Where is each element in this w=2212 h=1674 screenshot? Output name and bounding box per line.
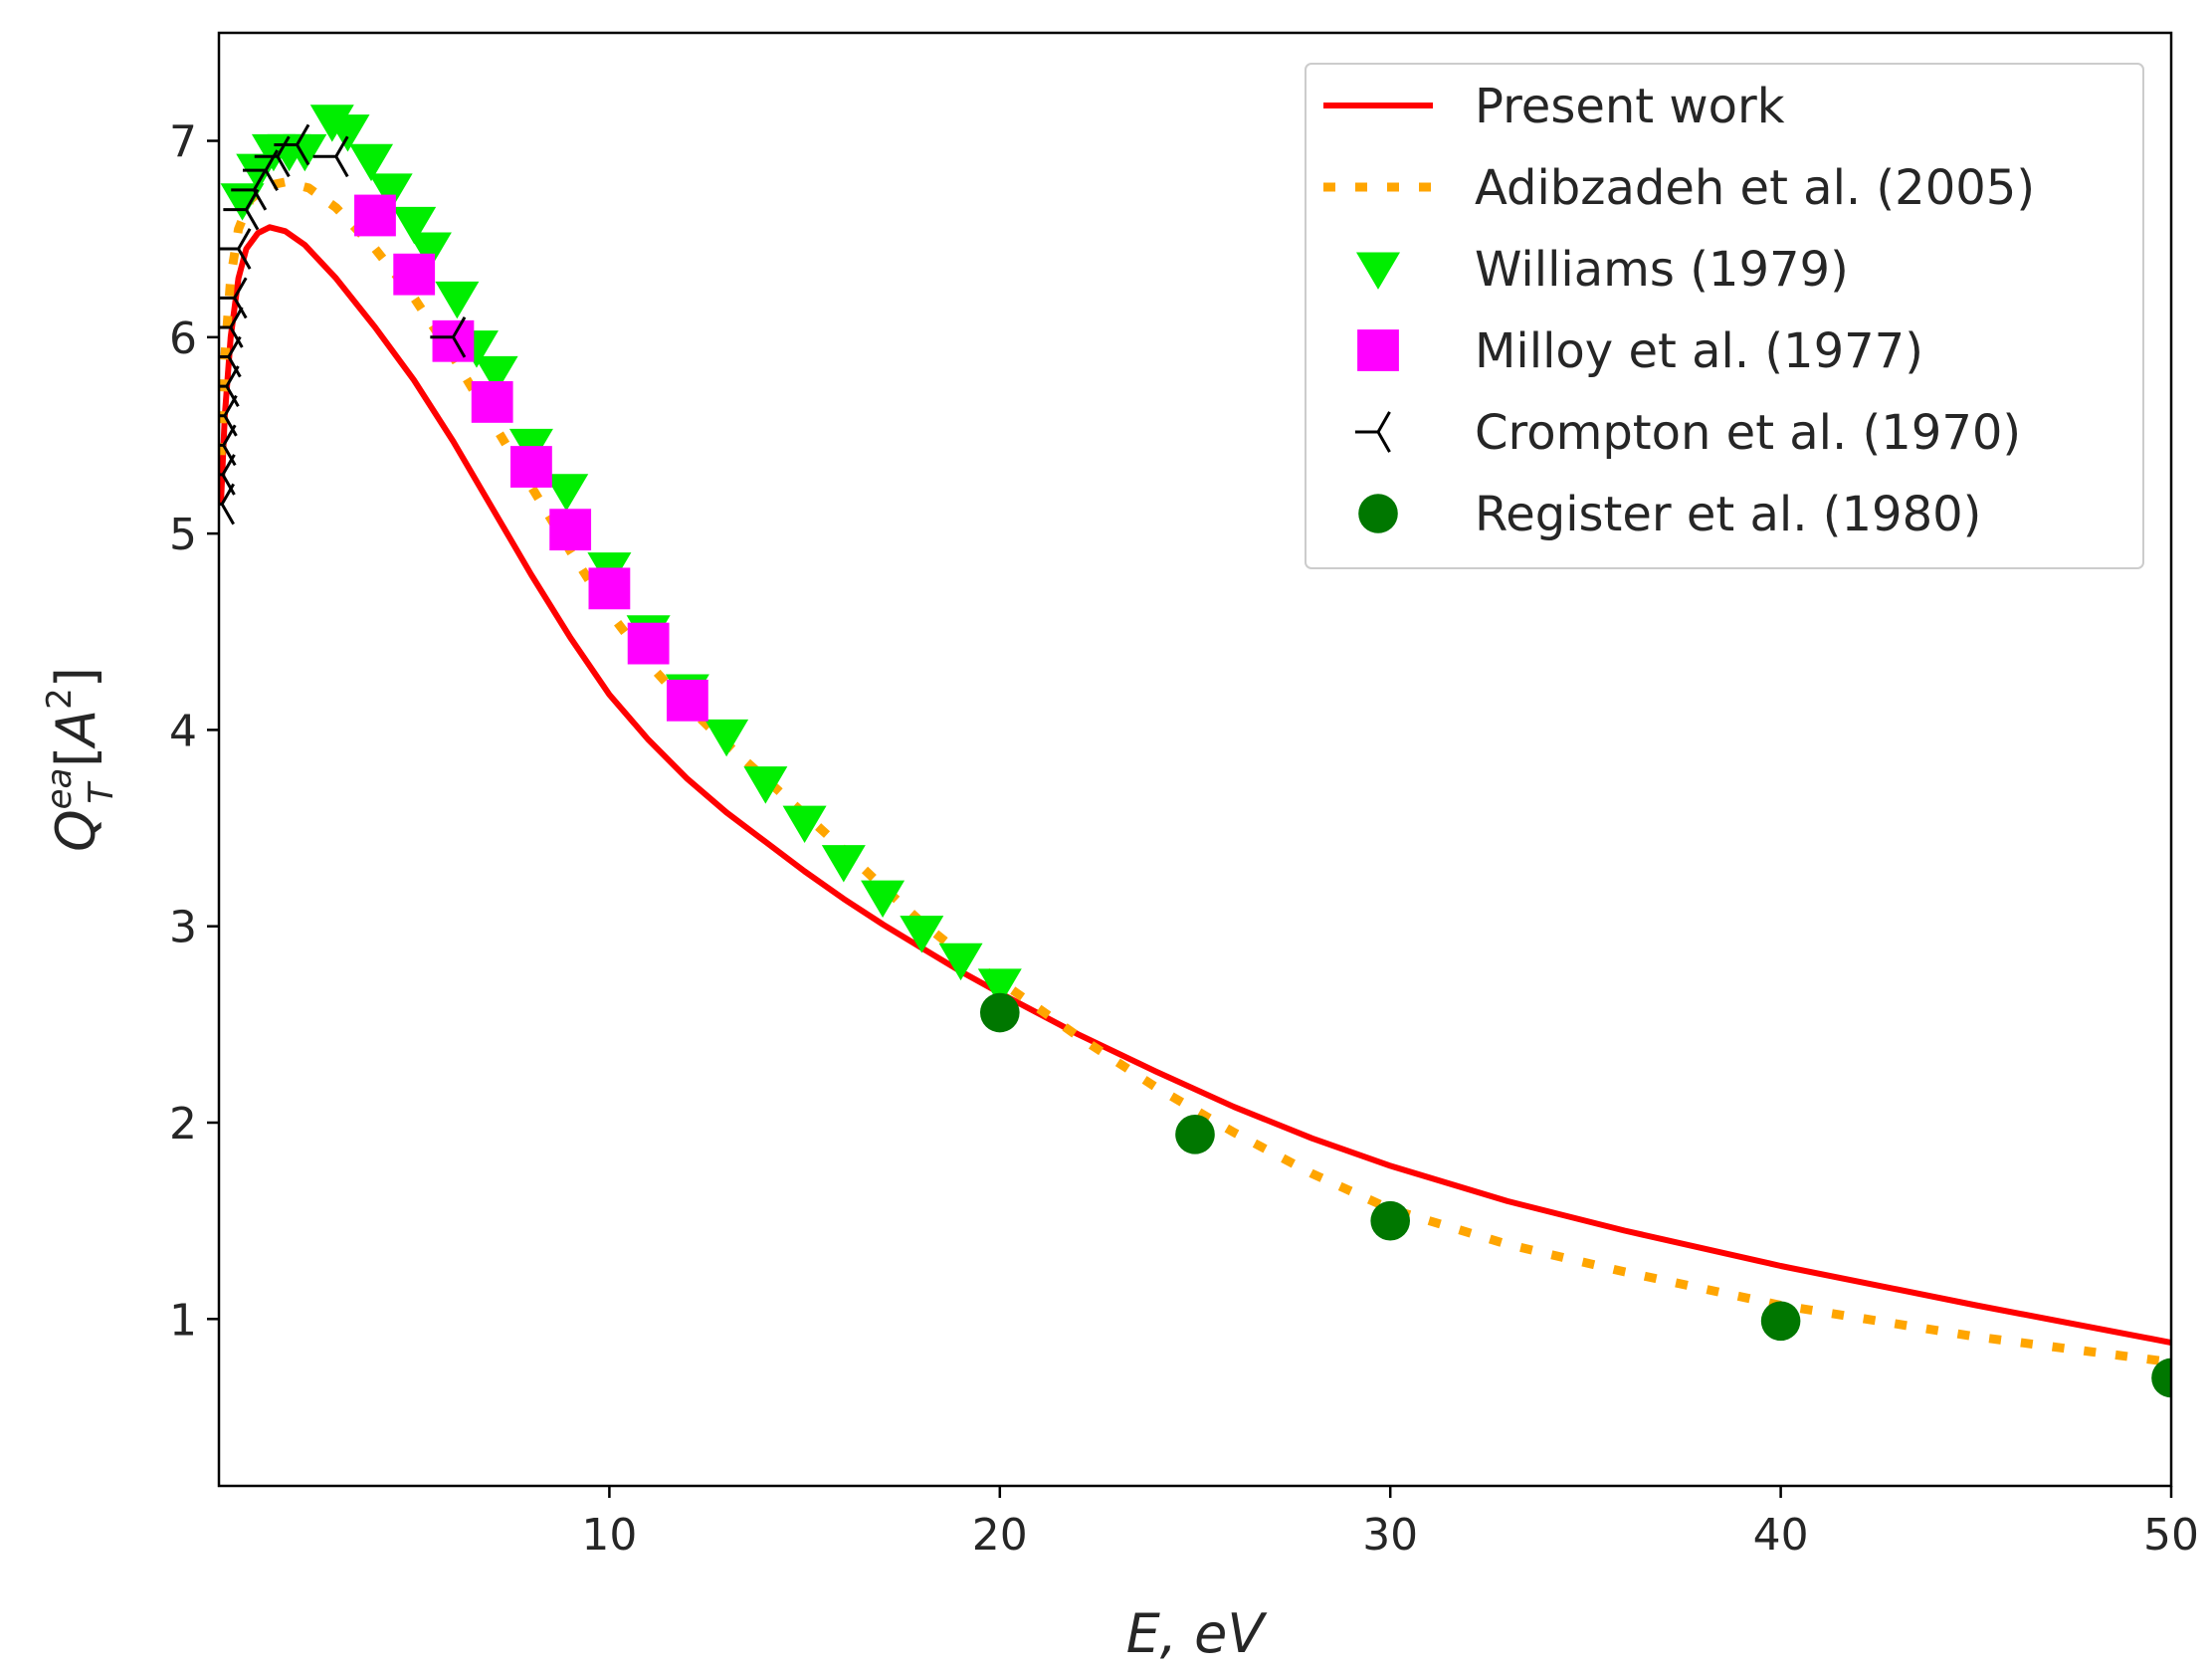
y-label-unit-power: 2 (40, 688, 80, 710)
legend-label: Present work (1475, 79, 1785, 134)
legend-swatch (1356, 252, 1400, 290)
x-axis-label: E, eV (1126, 1602, 1269, 1665)
x-tick-label: 10 (581, 1510, 637, 1561)
x-tick-label: 20 (972, 1510, 1028, 1561)
data-point-milloy-et-al-1977-0 (354, 194, 396, 237)
series-layer (219, 105, 2171, 1398)
data-point-williams-1979-6 (325, 114, 370, 152)
x-axis-ticks: 10 20 30 40 50 (581, 1486, 2199, 1561)
data-point-milloy-et-al-1977-4 (510, 446, 552, 488)
data-point-milloy-et-al-1977-8 (666, 679, 708, 722)
y-label-bracket-open: [ (45, 746, 107, 767)
legend-item-crompton-et-al-1970: Crompton et al. (1970) (1354, 405, 2021, 461)
legend-swatch (1358, 494, 1398, 533)
data-point-williams-1979-21 (782, 805, 827, 844)
data-point-milloy-et-al-1977-5 (549, 509, 592, 551)
series-crompton-et-al-1970 (219, 123, 467, 525)
y-label-unit: A (45, 710, 107, 749)
data-point-milloy-et-al-1977-2 (432, 319, 475, 362)
data-point-register-et-al-1980-0 (980, 992, 1020, 1033)
data-point-williams-1979-11 (435, 281, 480, 319)
data-point-crompton-et-al-1970-10 (231, 168, 268, 211)
y-label-subscript: T (82, 781, 121, 804)
y-tick-label: 3 (169, 903, 197, 953)
series-milloy-et-al-1977 (354, 194, 708, 722)
y-label-superscript: ea (40, 768, 80, 810)
data-point-milloy-et-al-1977-6 (588, 567, 631, 610)
data-point-williams-1979-26 (977, 968, 1022, 1006)
y-tick-label: 7 (169, 117, 197, 168)
legend-label: Milloy et al. (1977) (1475, 323, 1923, 379)
data-point-milloy-et-al-1977-3 (471, 381, 513, 423)
data-point-williams-1979-25 (938, 942, 983, 981)
y-tick-label: 6 (169, 314, 197, 364)
y-label-bracket-close: ] (45, 667, 107, 688)
data-point-register-et-al-1980-4 (2151, 1358, 2171, 1398)
x-tick-label: 40 (1753, 1510, 1809, 1561)
legend-item-register-et-al-1980: Register et al. (1980) (1358, 487, 1981, 542)
data-point-williams-1979-23 (861, 880, 905, 919)
data-point-register-et-al-1980-1 (1175, 1115, 1215, 1154)
y-tick-label: 1 (169, 1295, 197, 1346)
legend-label: Register et al. (1980) (1475, 487, 1981, 542)
data-point-williams-1979-0 (220, 183, 265, 221)
data-point-crompton-et-al-1970-14 (312, 135, 349, 178)
legend-item-williams-1979: Williams (1979) (1356, 242, 1849, 298)
y-axis-ticks: 1 2 3 4 5 6 7 (169, 117, 219, 1346)
series-line-present-work (219, 224, 2171, 1346)
data-point-crompton-et-al-1970-13 (274, 123, 310, 166)
legend-swatch (1357, 329, 1399, 371)
series-adibzadeh-et-al-2005 (219, 177, 2171, 1367)
data-point-milloy-et-al-1977-1 (393, 253, 436, 296)
data-point-williams-1979-9 (392, 206, 437, 245)
x-tick-label: 30 (1362, 1510, 1418, 1561)
y-tick-label: 5 (169, 510, 197, 560)
data-point-crompton-et-al-1970-11 (242, 149, 279, 191)
data-point-crompton-et-al-1970-7 (219, 277, 248, 319)
legend-item-present-work: Present work (1323, 79, 1785, 134)
data-point-williams-1979-22 (821, 845, 866, 883)
legend-label: Adibzadeh et al. (2005) (1475, 160, 2035, 216)
data-point-williams-1979-8 (368, 173, 413, 211)
legend-item-adibzadeh-et-al-2005: Adibzadeh et al. (2005) (1323, 160, 2035, 216)
series-line-adibzadeh-et-al-2005 (219, 177, 2171, 1367)
series-present-work (219, 224, 2171, 1346)
data-point-williams-1979-13 (474, 355, 518, 394)
legend-item-milloy-et-al-1977: Milloy et al. (1977) (1357, 323, 1923, 379)
series-register-et-al-1980 (980, 992, 2171, 1398)
legend-box (1305, 63, 2144, 569)
data-point-crompton-et-al-1970-15 (430, 315, 467, 358)
y-label-base: Q (45, 809, 107, 852)
data-point-williams-1979-10 (407, 232, 452, 270)
y-tick-label: 4 (169, 706, 197, 756)
y-tick-label: 2 (169, 1099, 197, 1150)
legend: Present work Adibzadeh et al. (2005) Willi… (1305, 63, 2144, 569)
data-point-williams-1979-20 (743, 766, 788, 804)
legend-swatch (1354, 411, 1391, 453)
legend-label: Crompton et al. (1970) (1475, 405, 2021, 461)
data-point-williams-1979-19 (704, 719, 749, 757)
y-axis-label: QeaT [A2] (40, 667, 121, 852)
data-point-register-et-al-1980-3 (1760, 1301, 1801, 1342)
data-point-crompton-et-al-1970-12 (254, 135, 291, 178)
x-tick-label: 50 (2143, 1510, 2199, 1561)
data-point-register-et-al-1980-2 (1370, 1200, 1410, 1241)
data-point-williams-1979-7 (349, 143, 394, 182)
data-point-williams-1979-15 (544, 474, 589, 512)
data-point-williams-1979-24 (900, 916, 944, 953)
legend-label: Williams (1979) (1475, 242, 1849, 298)
data-point-milloy-et-al-1977-7 (627, 622, 670, 665)
plot-frame (217, 31, 2173, 1488)
